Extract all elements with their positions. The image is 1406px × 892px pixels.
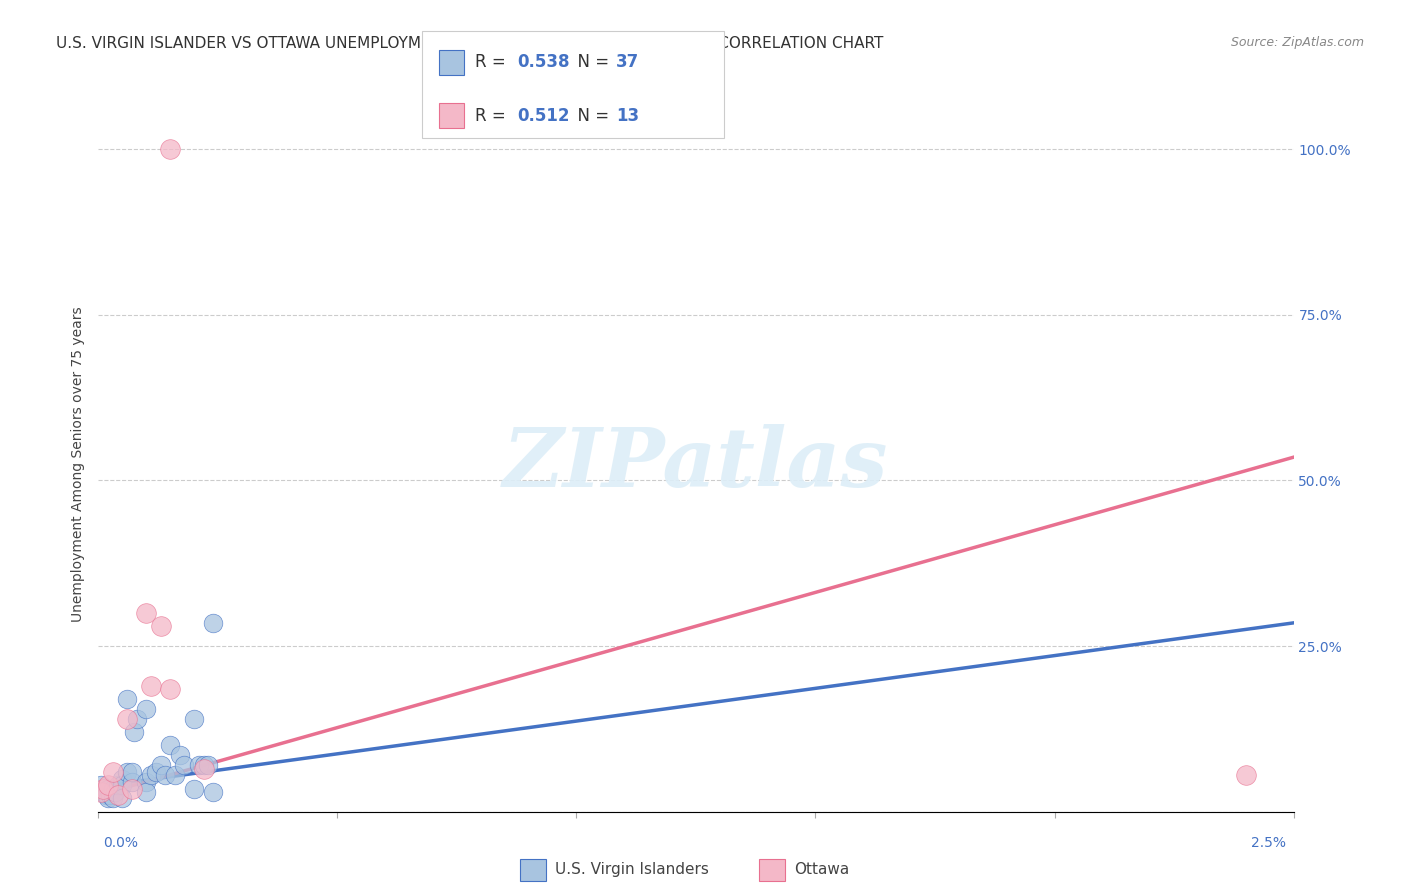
Text: R =: R = <box>475 107 512 125</box>
Point <box>159 739 181 753</box>
Point <box>139 768 162 782</box>
Point <box>187 758 209 772</box>
Y-axis label: Unemployment Among Seniors over 75 years: Unemployment Among Seniors over 75 years <box>72 306 86 622</box>
Text: Ottawa: Ottawa <box>794 863 849 877</box>
Point <box>104 785 127 799</box>
Text: N =: N = <box>567 54 614 71</box>
Point <box>101 764 124 779</box>
Point <box>90 778 112 792</box>
Text: R =: R = <box>475 54 512 71</box>
Point <box>197 758 219 772</box>
Text: N =: N = <box>567 107 614 125</box>
Point <box>149 619 172 633</box>
Point <box>97 791 120 805</box>
Point <box>159 682 181 697</box>
Point <box>91 785 114 799</box>
Point <box>107 778 129 792</box>
Point <box>121 781 143 796</box>
Point <box>202 785 225 799</box>
Point <box>135 606 157 620</box>
Point <box>202 615 225 630</box>
Point <box>124 725 146 739</box>
Point <box>173 758 195 772</box>
Text: 13: 13 <box>616 107 638 125</box>
Text: 0.512: 0.512 <box>517 107 569 125</box>
Point <box>183 781 205 796</box>
Point <box>169 748 191 763</box>
Point <box>193 762 215 776</box>
Point <box>155 768 177 782</box>
Point <box>139 679 162 693</box>
Point <box>115 712 138 726</box>
Text: 0.538: 0.538 <box>517 54 569 71</box>
Point <box>111 778 134 792</box>
Point <box>159 142 181 156</box>
Point <box>135 775 157 789</box>
Point <box>100 788 122 802</box>
Point <box>145 764 167 779</box>
Point <box>121 775 143 789</box>
Point <box>94 788 117 802</box>
Point <box>125 712 148 726</box>
Text: U.S. VIRGIN ISLANDER VS OTTAWA UNEMPLOYMENT AMONG SENIORS OVER 75 YEARS CORRELAT: U.S. VIRGIN ISLANDER VS OTTAWA UNEMPLOYM… <box>56 36 883 51</box>
Point <box>121 764 143 779</box>
Point <box>111 791 134 805</box>
Point <box>135 702 157 716</box>
Text: 2.5%: 2.5% <box>1251 836 1286 850</box>
Point <box>149 758 172 772</box>
Point <box>90 785 112 799</box>
Point <box>115 692 138 706</box>
Text: U.S. Virgin Islanders: U.S. Virgin Islanders <box>555 863 709 877</box>
Point <box>1234 768 1257 782</box>
Point <box>135 785 157 799</box>
Point <box>97 781 120 796</box>
Point <box>193 758 215 772</box>
Point <box>91 781 114 796</box>
Point <box>101 791 124 805</box>
Text: ZIPatlas: ZIPatlas <box>503 424 889 504</box>
Point <box>115 764 138 779</box>
Point <box>183 712 205 726</box>
Text: 37: 37 <box>616 54 640 71</box>
Text: Source: ZipAtlas.com: Source: ZipAtlas.com <box>1230 36 1364 49</box>
Point <box>101 781 124 796</box>
Point <box>163 768 186 782</box>
Point <box>97 778 120 792</box>
Point <box>111 772 134 786</box>
Point <box>107 788 129 802</box>
Text: 0.0%: 0.0% <box>103 836 138 850</box>
